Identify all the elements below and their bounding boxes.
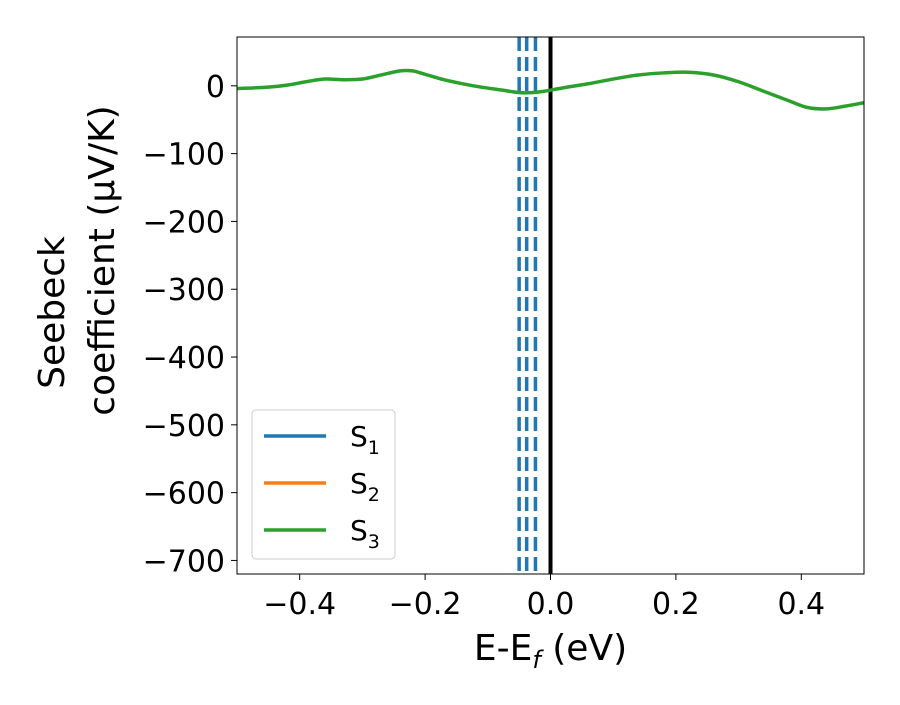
x-tick-label: 0.4 <box>777 587 825 622</box>
y-axis-label-line1: Seebeck <box>32 236 73 389</box>
x-axis-label-unit: (eV) <box>541 628 627 669</box>
legend-label-3: S3 <box>350 514 380 553</box>
x-tick-label: 0.2 <box>652 587 700 622</box>
y-tick-label: −100 <box>143 138 225 173</box>
series-line-3 <box>237 68 864 111</box>
plot-lines <box>237 37 864 574</box>
y-tick-label: −500 <box>143 409 225 444</box>
x-tick-label: 0.0 <box>527 587 575 622</box>
y-tick-label: −400 <box>143 341 225 376</box>
legend-label-2: S2 <box>350 467 380 506</box>
y-tick-label: 0 <box>206 70 225 105</box>
y-tick-label: −200 <box>143 205 225 240</box>
y-tick-label: −700 <box>143 544 225 579</box>
x-axis-label-main: E-E <box>474 628 532 669</box>
y-axis-label: Seebeck coefficient (μV/K) <box>32 105 123 415</box>
x-tick-label: −0.2 <box>389 587 462 622</box>
legend-label-1: S1 <box>350 420 380 459</box>
y-axis-ticks: 0 −100 −200 −300 −400 −500 −600 −700 <box>143 70 237 579</box>
y-axis-label-line2: coefficient (μV/K) <box>82 105 123 415</box>
y-tick-label: −600 <box>143 477 225 512</box>
x-tick-label: −0.4 <box>263 587 336 622</box>
legend: S1 S2 S3 <box>251 409 396 560</box>
y-tick-label: −300 <box>143 273 225 308</box>
x-axis-ticks: −0.4 −0.2 0.0 0.2 0.4 <box>263 574 825 622</box>
x-axis-label: E-Ef (eV) <box>474 628 627 674</box>
